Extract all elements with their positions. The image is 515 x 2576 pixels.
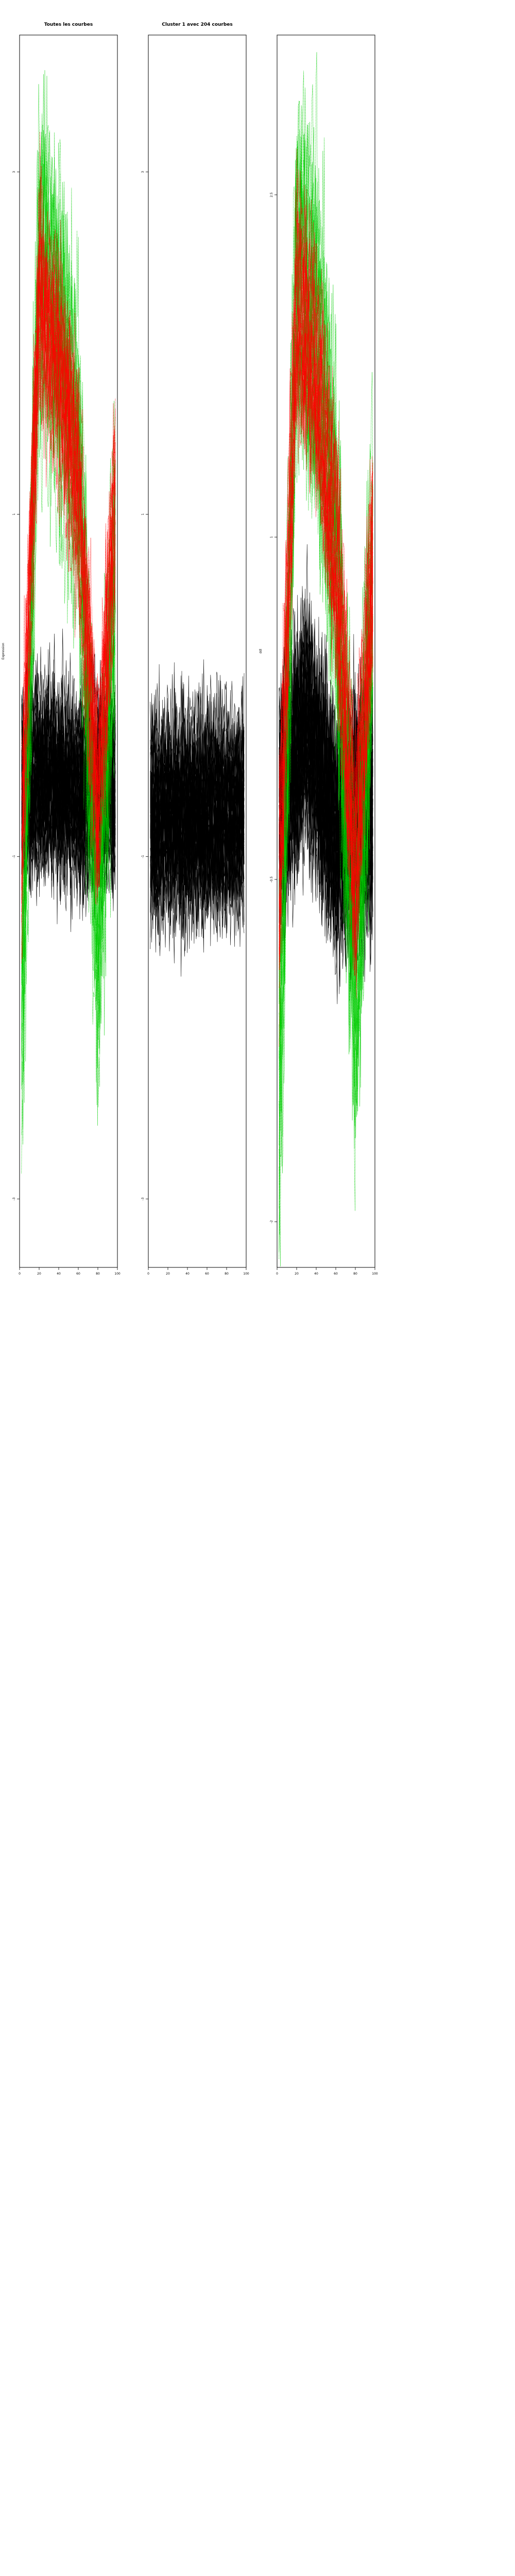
series-line bbox=[279, 272, 373, 956]
series-line bbox=[21, 245, 116, 867]
panel-3: ddl 0 20 40 60 80 100 -2 -0.5 1 2.5 bbox=[259, 35, 378, 1276]
y-tick-label: -1 bbox=[141, 855, 145, 858]
y-tick-label: 2.5 bbox=[270, 192, 273, 197]
series-line bbox=[279, 319, 373, 988]
y-tick-label: 3 bbox=[12, 171, 16, 173]
series-line bbox=[150, 693, 245, 836]
panel-title: Toutes les courbes bbox=[44, 22, 93, 27]
series-line bbox=[21, 234, 116, 806]
series-group bbox=[150, 659, 245, 977]
x-tick-label: 40 bbox=[57, 1272, 61, 1276]
y-tick-label: 1 bbox=[141, 513, 145, 515]
y-tick-label: -3 bbox=[141, 1197, 145, 1200]
series-line bbox=[21, 267, 116, 854]
series-line bbox=[279, 321, 373, 976]
series-line bbox=[279, 88, 373, 1059]
series-line bbox=[279, 264, 373, 961]
series-2 bbox=[21, 70, 116, 1174]
series-line bbox=[279, 148, 373, 851]
y-tick-label: 1 bbox=[12, 513, 16, 515]
x-tick-label: 80 bbox=[353, 1272, 357, 1276]
series-3 bbox=[279, 148, 373, 1047]
series-line bbox=[150, 775, 245, 940]
series-line bbox=[21, 223, 116, 1072]
series-group bbox=[21, 70, 116, 1174]
y-axis-label: Expression bbox=[2, 643, 5, 660]
series-line bbox=[21, 165, 116, 788]
y-tick-label: -1 bbox=[12, 855, 16, 858]
series-line bbox=[279, 284, 373, 941]
series-line bbox=[279, 263, 373, 900]
series-line bbox=[150, 662, 245, 831]
series-line bbox=[150, 671, 245, 838]
series-line bbox=[150, 784, 245, 935]
y-axis-label: ddl bbox=[259, 649, 263, 654]
x-tick-label: 20 bbox=[166, 1272, 170, 1276]
panel-2: Cluster 1 avec 204 courbes 0 20 40 60 80 100 -3… bbox=[141, 22, 249, 1276]
panel-title: Cluster 1 avec 204 courbes bbox=[162, 22, 233, 27]
x-tick-label: 40 bbox=[314, 1272, 318, 1276]
series-line bbox=[21, 263, 116, 891]
series-line bbox=[150, 807, 245, 963]
x-tick-label: 40 bbox=[185, 1272, 190, 1276]
series-line bbox=[279, 332, 373, 1047]
series-line bbox=[21, 216, 116, 858]
x-tick-label: 20 bbox=[295, 1272, 299, 1276]
plot-frame bbox=[19, 35, 118, 1268]
series-line bbox=[21, 261, 116, 904]
series-3 bbox=[21, 131, 116, 963]
x-tick-label: 100 bbox=[243, 1272, 249, 1276]
x-tick-label: 80 bbox=[225, 1272, 229, 1276]
x-tick-label: 100 bbox=[372, 1272, 378, 1276]
series-line bbox=[21, 285, 116, 922]
series-line bbox=[21, 315, 116, 959]
x-tick-label: 0 bbox=[19, 1272, 21, 1276]
x-tick-label: 60 bbox=[205, 1272, 209, 1276]
y-tick-label: -3 bbox=[12, 1197, 16, 1200]
series-line bbox=[21, 176, 116, 829]
x-tick-label: 80 bbox=[96, 1272, 100, 1276]
y-tick-label: -2 bbox=[270, 1220, 273, 1223]
series-line bbox=[21, 264, 116, 898]
x-tick-label: 0 bbox=[147, 1272, 149, 1276]
x-tick-label: 60 bbox=[76, 1272, 80, 1276]
series-line bbox=[279, 219, 373, 865]
x-tick-label: 0 bbox=[276, 1272, 278, 1276]
y-tick-label: 1 bbox=[270, 536, 273, 538]
y-tick-label: -0.5 bbox=[270, 876, 273, 883]
y-tick-label: 3 bbox=[141, 171, 145, 173]
series-group bbox=[279, 52, 373, 1267]
plot-frame bbox=[148, 35, 247, 1268]
panel-1: Toutes les courbes Expression 0 20 40 60 80 100… bbox=[2, 22, 121, 1276]
x-tick-label: 100 bbox=[114, 1272, 121, 1276]
series-line bbox=[279, 164, 373, 1091]
series-line bbox=[21, 306, 116, 895]
x-tick-label: 20 bbox=[37, 1272, 41, 1276]
plot-frame bbox=[277, 35, 375, 1268]
series-1 bbox=[150, 659, 245, 977]
x-tick-label: 60 bbox=[334, 1272, 338, 1276]
